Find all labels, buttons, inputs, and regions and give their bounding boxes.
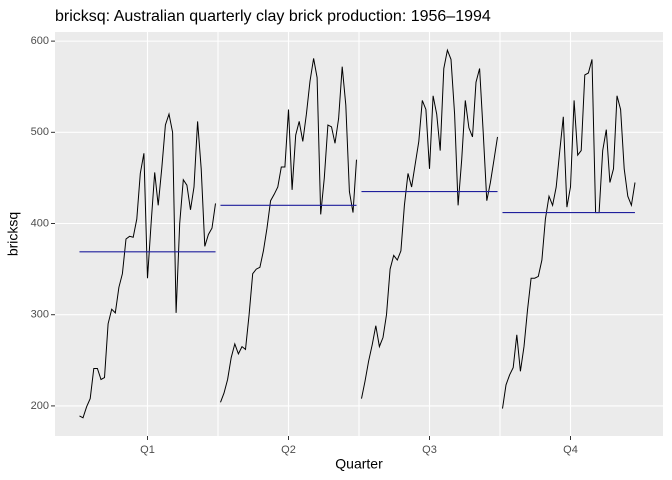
y-tick-label: 300 — [31, 309, 49, 321]
y-tick-label: 500 — [31, 126, 49, 138]
subseries-line — [361, 48, 498, 399]
subseries-line — [502, 59, 636, 409]
x-tick-label: Q2 — [281, 444, 296, 456]
x-axis-label: Quarter — [335, 456, 383, 472]
subseries-line — [79, 112, 216, 419]
x-tick-label: Q4 — [563, 444, 578, 456]
subseries-line — [220, 58, 357, 403]
y-tick-label: 400 — [31, 217, 49, 229]
chart-title: bricksq: Australian quarterly clay brick… — [55, 8, 491, 25]
y-tick-label: 200 — [31, 400, 49, 412]
y-tick-label: 600 — [31, 35, 49, 47]
x-tick-label: Q3 — [422, 444, 437, 456]
y-axis-label: bricksq — [5, 212, 21, 256]
x-tick-label: Q1 — [140, 444, 155, 456]
